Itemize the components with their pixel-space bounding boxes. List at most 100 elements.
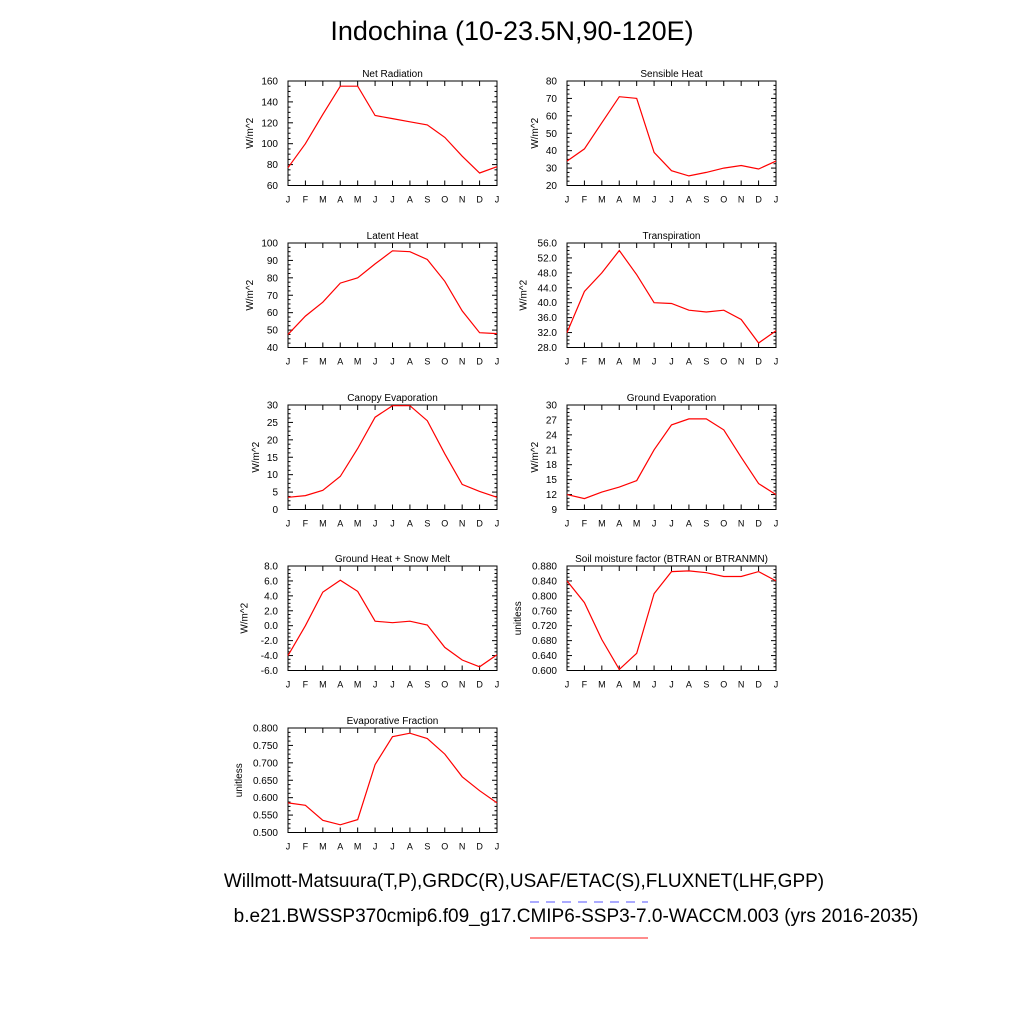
- x-tick-label: M: [319, 680, 327, 690]
- y-tick-label: 30: [267, 401, 279, 412]
- x-tick-label: N: [459, 357, 466, 367]
- x-tick-label: J: [373, 680, 378, 690]
- x-tick-label: A: [686, 195, 692, 205]
- y-tick-label: 4.0: [264, 591, 278, 602]
- x-tick-label: A: [686, 519, 692, 529]
- series-line: [287, 405, 498, 498]
- y-tick-label: 0.0: [264, 621, 278, 632]
- footer-observations: Willmott-Matsuura(T,P),GRDC(R),USAF/ETAC…: [223, 871, 825, 892]
- x-tick-label: J: [565, 680, 570, 690]
- x-tick-label: J: [390, 519, 395, 529]
- y-tick-label: 44.0: [538, 283, 558, 294]
- y-axis-label: W/m^2: [245, 279, 256, 310]
- y-tick-label: 12: [546, 490, 558, 501]
- y-tick-label: 27: [546, 415, 558, 426]
- y-tick-label: 56.0: [538, 239, 558, 250]
- x-tick-label: A: [407, 357, 413, 367]
- page-title: Indochina (10-23.5N,90-120E): [330, 16, 694, 46]
- plot-frame: [566, 242, 777, 348]
- x-tick-label: M: [598, 195, 606, 205]
- x-tick-label: J: [286, 680, 291, 690]
- x-tick-label: M: [354, 680, 362, 690]
- x-tick-label: A: [337, 842, 343, 852]
- x-tick-label: J: [652, 680, 657, 690]
- x-tick-label: O: [441, 680, 448, 690]
- x-tick-label: N: [738, 519, 745, 529]
- x-tick-label: S: [424, 195, 430, 205]
- y-tick-label: 30: [546, 401, 558, 412]
- x-tick-label: A: [337, 357, 343, 367]
- y-tick-label: 140: [261, 97, 278, 108]
- x-tick-label: N: [738, 195, 745, 205]
- y-tick-label: 0.680: [532, 636, 557, 647]
- y-tick-label: 24: [546, 430, 558, 441]
- x-tick-label: S: [703, 195, 709, 205]
- y-tick-label: 0.760: [532, 606, 557, 617]
- x-tick-label: J: [652, 195, 657, 205]
- y-tick-label: 80: [267, 273, 279, 284]
- x-tick-label: S: [424, 680, 430, 690]
- panel-title: Net Radiation: [362, 69, 423, 80]
- plot-frame: [287, 404, 498, 510]
- x-tick-label: O: [441, 519, 448, 529]
- plot-frame: [287, 80, 498, 186]
- x-tick-label: F: [303, 842, 309, 852]
- y-tick-label: 28.0: [538, 343, 558, 354]
- x-tick-label: J: [669, 519, 674, 529]
- x-tick-label: J: [390, 680, 395, 690]
- x-tick-label: D: [755, 357, 762, 367]
- plot-frame: [287, 242, 498, 348]
- x-tick-label: M: [319, 519, 327, 529]
- x-tick-label: A: [337, 519, 343, 529]
- x-tick-label: D: [476, 519, 483, 529]
- x-tick-label: A: [337, 195, 343, 205]
- x-tick-label: J: [373, 357, 378, 367]
- x-tick-label: F: [303, 519, 309, 529]
- y-tick-label: 100: [261, 139, 278, 150]
- x-tick-label: F: [303, 195, 309, 205]
- x-tick-label: S: [424, 842, 430, 852]
- x-tick-label: D: [476, 680, 483, 690]
- x-tick-label: J: [390, 357, 395, 367]
- x-tick-label: A: [686, 680, 692, 690]
- x-tick-label: S: [703, 519, 709, 529]
- x-tick-label: M: [319, 195, 327, 205]
- y-tick-label: 40: [546, 146, 558, 157]
- y-tick-label: 6.0: [264, 576, 278, 587]
- y-tick-label: 50: [546, 129, 558, 140]
- panel-title: Evaporative Fraction: [347, 716, 439, 727]
- x-tick-label: O: [441, 195, 448, 205]
- x-tick-label: O: [441, 842, 448, 852]
- panel-title: Sensible Heat: [640, 69, 702, 80]
- x-tick-label: F: [582, 357, 588, 367]
- x-tick-label: M: [598, 357, 606, 367]
- y-tick-label: 0.700: [253, 758, 278, 769]
- y-tick-label: 32.0: [538, 328, 558, 339]
- y-tick-label: 9: [551, 505, 557, 516]
- x-tick-label: S: [703, 357, 709, 367]
- x-tick-label: J: [565, 519, 570, 529]
- y-tick-label: 15: [267, 453, 279, 464]
- x-tick-label: A: [407, 842, 413, 852]
- x-tick-label: J: [669, 357, 674, 367]
- x-tick-label: A: [337, 680, 343, 690]
- x-tick-label: N: [459, 842, 466, 852]
- x-tick-label: J: [565, 195, 570, 205]
- x-tick-label: M: [354, 519, 362, 529]
- x-tick-label: O: [720, 519, 727, 529]
- series-line: [566, 96, 777, 177]
- y-tick-label: 0.600: [253, 793, 278, 804]
- series-line: [287, 250, 498, 335]
- y-axis-label: unitless: [513, 601, 524, 635]
- x-tick-label: A: [616, 680, 622, 690]
- y-axis-label: W/m^2: [530, 117, 541, 148]
- x-tick-label: S: [703, 680, 709, 690]
- x-tick-label: N: [459, 680, 466, 690]
- y-tick-label: 52.0: [538, 253, 558, 264]
- y-tick-label: 20: [546, 181, 558, 192]
